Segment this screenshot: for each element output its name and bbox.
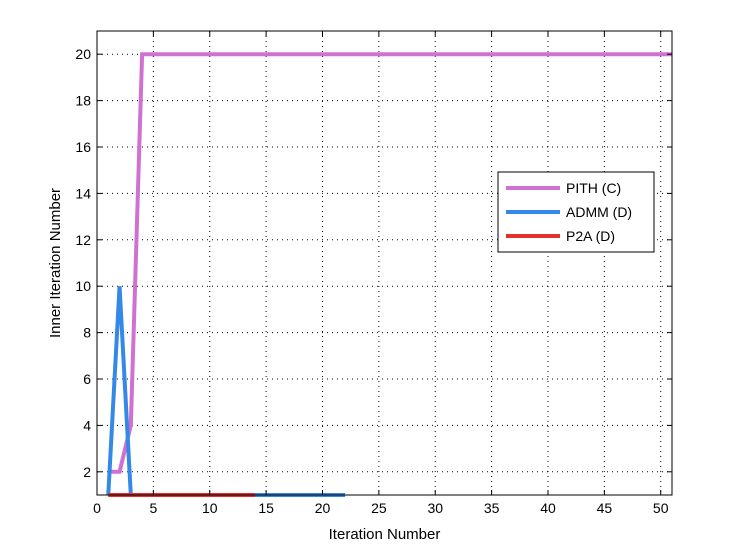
y-tick-label: 6 — [83, 371, 91, 387]
y-tick-label: 12 — [75, 232, 91, 248]
y-tick-label: 18 — [75, 93, 91, 109]
x-tick-label: 5 — [149, 500, 157, 516]
y-tick-label: 20 — [75, 46, 91, 62]
legend-label-p2a-d: P2A (D) — [566, 228, 615, 244]
series-lines — [106, 52, 672, 497]
y-tick-label: 8 — [83, 325, 91, 341]
plot-frame — [96, 30, 673, 496]
x-tick-label: 45 — [597, 500, 613, 516]
y-tick-label: 16 — [75, 139, 91, 155]
x-tick-label: 25 — [371, 500, 387, 516]
x-tick-label: 10 — [202, 500, 218, 516]
legend: PITH (C) ADMM (D) P2A (D) — [497, 171, 655, 253]
series-line-admm-d — [106, 286, 346, 497]
x-tick-label: 20 — [315, 500, 331, 516]
x-tick-label: 15 — [258, 500, 274, 516]
x-tick-label: 35 — [484, 500, 500, 516]
y-tick-label: 10 — [75, 278, 91, 294]
y-tick-label: 2 — [83, 464, 91, 480]
x-axis-label: Iteration Number — [329, 526, 441, 543]
series-line-pith-c — [108, 52, 672, 474]
x-tick-label: 40 — [540, 500, 556, 516]
legend-label-admm-d: ADMM (D) — [566, 204, 632, 220]
x-tick-label: 30 — [427, 500, 443, 516]
y-tick-label: 14 — [75, 185, 91, 201]
grid — [97, 31, 672, 495]
axis-ticks: 0 5 10 15 20 25 30 35 40 45 50 2 4 6 8 10 12 14 16 18 20 — [75, 31, 672, 516]
y-tick-label: 4 — [83, 417, 91, 433]
y-axis-label: Inner Iteration Number — [47, 188, 64, 338]
x-tick-label: 0 — [93, 500, 101, 516]
legend-label-pith-c: PITH (C) — [566, 180, 621, 196]
x-tick-label: 50 — [653, 500, 669, 516]
